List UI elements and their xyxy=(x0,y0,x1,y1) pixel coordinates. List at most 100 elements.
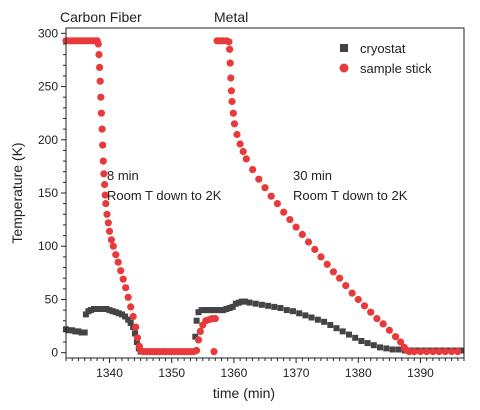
data-point-cryostat xyxy=(290,308,296,315)
data-point-cryostat xyxy=(229,303,236,310)
data-point-sample-stick xyxy=(454,348,462,356)
data-point-sample-stick xyxy=(336,274,344,282)
data-point-cryostat xyxy=(214,307,221,314)
data-point-sample-stick xyxy=(373,315,381,323)
data-point-cryostat xyxy=(133,339,140,345)
data-point-cryostat xyxy=(252,300,259,307)
x-tick-label: 1380 xyxy=(345,366,372,380)
annotation-carbon-time: 8 min xyxy=(107,168,139,183)
data-point-cryostat xyxy=(195,309,202,316)
data-point-sample-stick xyxy=(230,120,239,128)
y-axis-label: Temperature (K) xyxy=(9,142,25,243)
data-point-cryostat xyxy=(258,301,265,308)
x-tick-label: 1390 xyxy=(407,366,434,380)
data-point-cryostat xyxy=(198,307,205,314)
y-tick-label: 100 xyxy=(38,239,58,253)
data-point-cryostat xyxy=(377,344,383,351)
data-point-cryostat xyxy=(226,305,233,311)
data-point-sample-stick xyxy=(423,348,431,356)
data-point-sample-stick xyxy=(227,74,235,82)
annotation-metal-time: 30 min xyxy=(293,168,332,183)
data-point-cryostat xyxy=(132,330,138,337)
data-point-cryostat xyxy=(395,346,402,353)
data-point-sample-stick xyxy=(261,184,269,192)
data-point-sample-stick xyxy=(101,180,109,189)
data-point-cryostat xyxy=(72,328,79,335)
data-point-cryostat xyxy=(314,316,321,323)
data-point-cryostat xyxy=(204,307,211,314)
data-point-sample-stick xyxy=(114,258,122,266)
data-point-cryostat xyxy=(235,299,242,306)
data-point-sample-stick xyxy=(329,268,337,276)
data-point-sample-stick xyxy=(429,348,437,356)
data-point-sample-stick xyxy=(109,242,117,250)
points-layer xyxy=(62,37,464,356)
data-point-sample-stick xyxy=(132,323,140,331)
data-point-sample-stick xyxy=(233,130,241,139)
y-tick-label: 300 xyxy=(38,26,58,40)
data-point-cryostat xyxy=(122,313,129,320)
y-tick-label: 250 xyxy=(38,80,58,94)
data-point-sample-stick xyxy=(298,230,306,239)
data-point-sample-stick xyxy=(342,282,350,290)
data-point-cryostat xyxy=(352,334,359,341)
y-tick-label: 50 xyxy=(45,292,59,306)
data-point-cryostat xyxy=(296,310,303,317)
data-point-sample-stick xyxy=(225,38,233,46)
data-point-cryostat xyxy=(271,303,278,310)
data-point-cryostat xyxy=(333,325,340,332)
data-point-sample-stick xyxy=(194,336,203,344)
x-axis-label: time (min) xyxy=(213,385,275,401)
data-point-sample-stick xyxy=(229,109,237,117)
data-point-cryostat xyxy=(112,309,119,316)
data-point-sample-stick xyxy=(101,191,109,199)
data-point-sample-stick xyxy=(133,334,142,342)
data-point-sample-stick xyxy=(105,227,114,235)
data-point-sample-stick xyxy=(127,303,135,311)
data-point-sample-stick xyxy=(196,327,204,335)
data-point-sample-stick xyxy=(210,348,218,356)
y-tick-label: 0 xyxy=(51,346,58,360)
data-point-cryostat xyxy=(370,342,377,349)
legend-label-cryostat: cryostat xyxy=(360,41,406,56)
annotation-carbon-desc: Room T down to 2K xyxy=(107,188,222,203)
data-point-cryostat xyxy=(193,317,200,324)
x-tick-label: 1350 xyxy=(158,366,185,380)
legend-label-sample-stick: sample stick xyxy=(360,61,432,76)
data-point-sample-stick xyxy=(102,200,110,208)
data-point-sample-stick xyxy=(405,348,413,356)
data-point-sample-stick xyxy=(96,63,104,71)
data-point-sample-stick xyxy=(97,93,105,101)
data-point-sample-stick xyxy=(292,223,300,231)
data-point-sample-stick xyxy=(410,348,418,356)
data-point-sample-stick xyxy=(98,125,106,133)
data-point-cryostat xyxy=(239,298,245,305)
data-point-cryostat xyxy=(97,306,104,312)
data-point-sample-stick xyxy=(104,219,112,227)
data-point-sample-stick xyxy=(226,45,234,53)
data-point-sample-stick xyxy=(242,155,250,163)
data-point-cryostat xyxy=(246,299,253,306)
data-point-sample-stick xyxy=(267,192,275,200)
data-point-sample-stick xyxy=(103,210,111,218)
data-point-sample-stick xyxy=(286,216,294,224)
data-point-cryostat xyxy=(211,307,217,314)
data-point-sample-stick xyxy=(100,170,108,178)
data-point-cryostat xyxy=(346,331,352,338)
data-point-sample-stick xyxy=(273,200,281,208)
data-point-cryostat xyxy=(106,307,113,314)
data-point-sample-stick xyxy=(193,346,201,355)
data-point-sample-stick xyxy=(367,308,375,316)
data-point-cryostat xyxy=(364,340,371,347)
data-point-sample-stick xyxy=(117,267,125,275)
y-tick-label: 150 xyxy=(38,186,58,200)
data-point-cryostat xyxy=(115,310,122,317)
data-point-cryostat xyxy=(119,311,125,318)
data-point-sample-stick xyxy=(129,312,137,321)
data-point-sample-stick xyxy=(239,147,247,156)
data-point-cryostat xyxy=(201,307,208,314)
data-point-cryostat xyxy=(66,327,73,334)
data-point-cryostat xyxy=(232,300,239,307)
data-point-sample-stick xyxy=(97,109,105,117)
